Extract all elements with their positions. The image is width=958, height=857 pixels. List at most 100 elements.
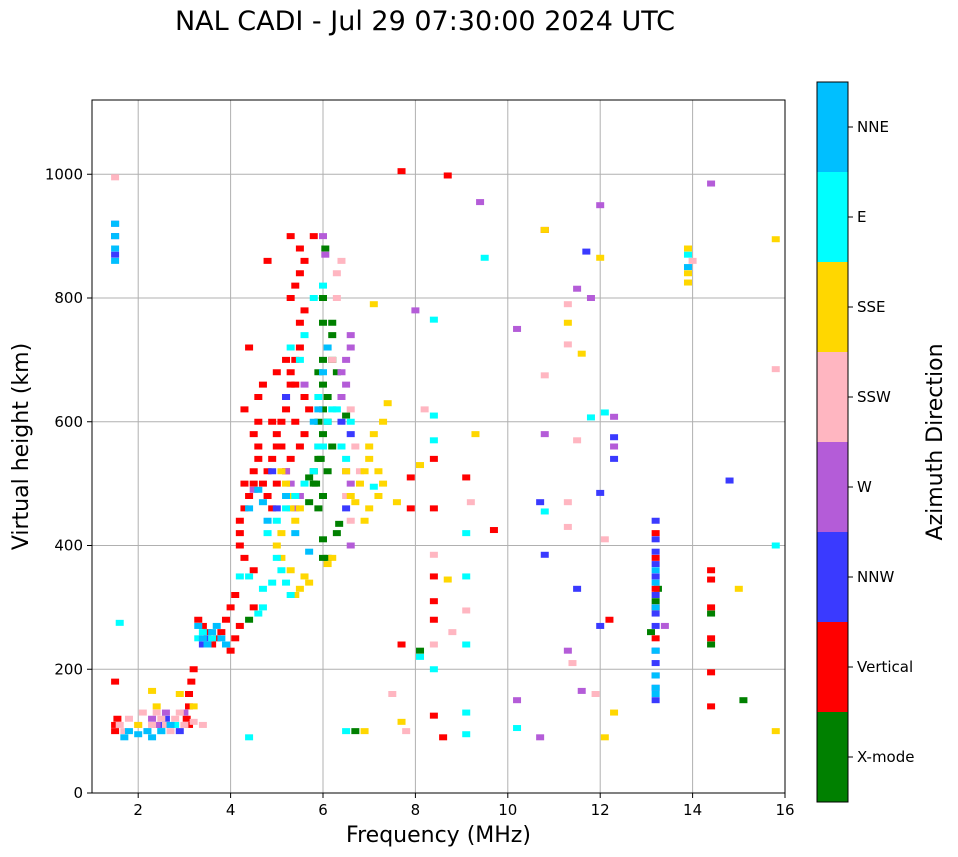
data-point (323, 344, 332, 351)
data-point (651, 622, 660, 629)
data-point (406, 474, 415, 481)
colorbar-label: Azimuth Direction (923, 343, 948, 540)
data-point (152, 721, 161, 728)
data-point (231, 592, 240, 598)
data-point (300, 480, 309, 487)
data-point (337, 257, 346, 264)
data-point (268, 418, 277, 425)
data-point (369, 483, 378, 490)
data-point (124, 728, 133, 735)
data-point (610, 455, 619, 462)
data-point (286, 233, 295, 240)
data-point (573, 285, 582, 292)
data-point (540, 551, 549, 558)
data-point (291, 493, 300, 499)
data-point (328, 443, 337, 450)
data-point (651, 610, 660, 617)
y-tick-label: 600 (54, 413, 83, 431)
data-point (651, 573, 660, 580)
data-point (161, 721, 170, 728)
data-point (249, 480, 258, 487)
data-point (707, 669, 716, 676)
data-point (342, 381, 351, 388)
data-point (480, 254, 489, 261)
data-point (235, 517, 244, 524)
data-point (563, 523, 572, 530)
data-point (328, 554, 337, 561)
data-point (374, 493, 383, 499)
data-point (111, 233, 120, 240)
data-point (282, 394, 291, 400)
data-point (166, 721, 175, 728)
data-point (282, 493, 291, 499)
data-point (600, 734, 609, 741)
data-point (596, 254, 605, 261)
data-point (221, 616, 230, 623)
data-point (513, 725, 522, 732)
data-point (268, 468, 277, 475)
data-point (148, 721, 157, 728)
data-point (258, 585, 267, 592)
data-point (683, 245, 692, 252)
x-tick-label: 14 (683, 801, 702, 819)
data-point (300, 394, 309, 400)
data-point (189, 703, 198, 710)
data-point (295, 270, 304, 277)
data-points (111, 168, 780, 741)
data-point (291, 505, 300, 512)
data-point (314, 394, 323, 400)
colorbar-category-label: NNW (857, 568, 894, 586)
data-point (351, 499, 360, 506)
data-point (226, 604, 235, 611)
data-point (683, 279, 692, 286)
data-point (397, 168, 406, 175)
data-point (305, 499, 314, 506)
data-point (143, 728, 152, 735)
data-point (734, 585, 743, 592)
data-point (111, 728, 120, 735)
data-point (115, 721, 124, 728)
data-point (171, 715, 180, 722)
data-point (226, 647, 235, 654)
data-point (771, 728, 780, 735)
data-point (235, 573, 244, 580)
data-point (513, 697, 522, 704)
data-point (591, 691, 600, 697)
data-point (651, 635, 660, 642)
data-point (282, 579, 291, 586)
data-point (111, 245, 120, 252)
data-point (586, 295, 595, 301)
data-point (240, 480, 249, 487)
x-tick-label: 12 (591, 801, 610, 819)
data-point (314, 369, 323, 376)
data-point (286, 480, 295, 487)
data-point (316, 455, 325, 462)
data-point (111, 220, 120, 227)
data-point (448, 629, 457, 636)
data-point (374, 468, 383, 475)
data-point (337, 418, 346, 425)
data-point (175, 728, 184, 735)
data-point (771, 236, 780, 243)
data-point (235, 622, 244, 629)
data-point (198, 641, 207, 648)
data-point (429, 573, 438, 580)
data-point (295, 344, 304, 351)
data-point (111, 174, 120, 181)
data-point (462, 607, 471, 614)
x-axis-ticks: 2 4 6 8 10 12 14 16 (133, 793, 795, 819)
data-point (651, 561, 660, 568)
data-point (249, 431, 258, 438)
data-point (573, 585, 582, 592)
data-point (563, 499, 572, 506)
data-point (245, 616, 254, 623)
data-point (600, 536, 609, 543)
data-point (258, 604, 267, 611)
data-point (254, 610, 263, 617)
data-point (346, 418, 355, 425)
data-point (429, 712, 438, 719)
data-point (152, 703, 161, 710)
data-point (351, 728, 360, 735)
data-point (323, 394, 332, 400)
